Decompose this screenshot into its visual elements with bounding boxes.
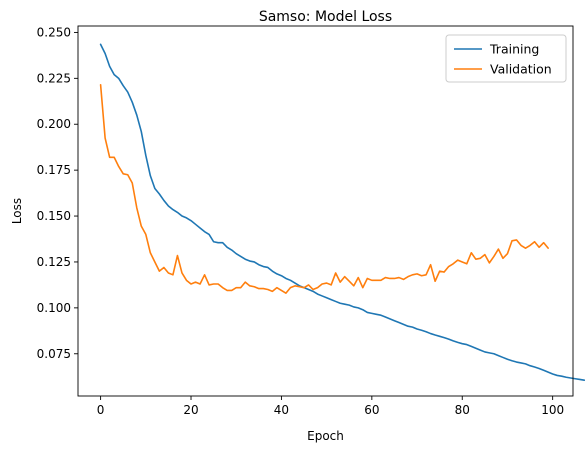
x-tick-label: 0 — [97, 403, 105, 417]
x-axis-label: Epoch — [307, 429, 344, 443]
x-tick-label: 80 — [455, 403, 470, 417]
x-tick-label: 100 — [541, 403, 564, 417]
series-line-validation — [99, 83, 549, 294]
y-tick-label: 0.250 — [37, 25, 71, 39]
y-tick-label: 0.100 — [37, 301, 71, 315]
legend-label-training: Training — [489, 42, 539, 57]
x-tick-label: 20 — [183, 403, 198, 417]
y-axis-label: Loss — [10, 198, 24, 224]
chart-title: Samso: Model Loss — [259, 9, 392, 25]
plot-frame — [77, 25, 574, 397]
legend-box — [445, 34, 567, 83]
y-tick-label: 0.125 — [37, 255, 71, 269]
y-tick-label: 0.175 — [37, 163, 71, 177]
y-tick-label: 0.150 — [37, 209, 71, 223]
y-tick-label: 0.225 — [37, 71, 71, 85]
x-tick-label: 60 — [364, 403, 379, 417]
series-line-training — [99, 43, 585, 382]
y-tick-label: 0.075 — [37, 347, 71, 361]
legend-label-validation: Validation — [490, 62, 552, 77]
x-tick-label: 40 — [274, 403, 289, 417]
y-tick-label: 0.200 — [37, 117, 71, 131]
